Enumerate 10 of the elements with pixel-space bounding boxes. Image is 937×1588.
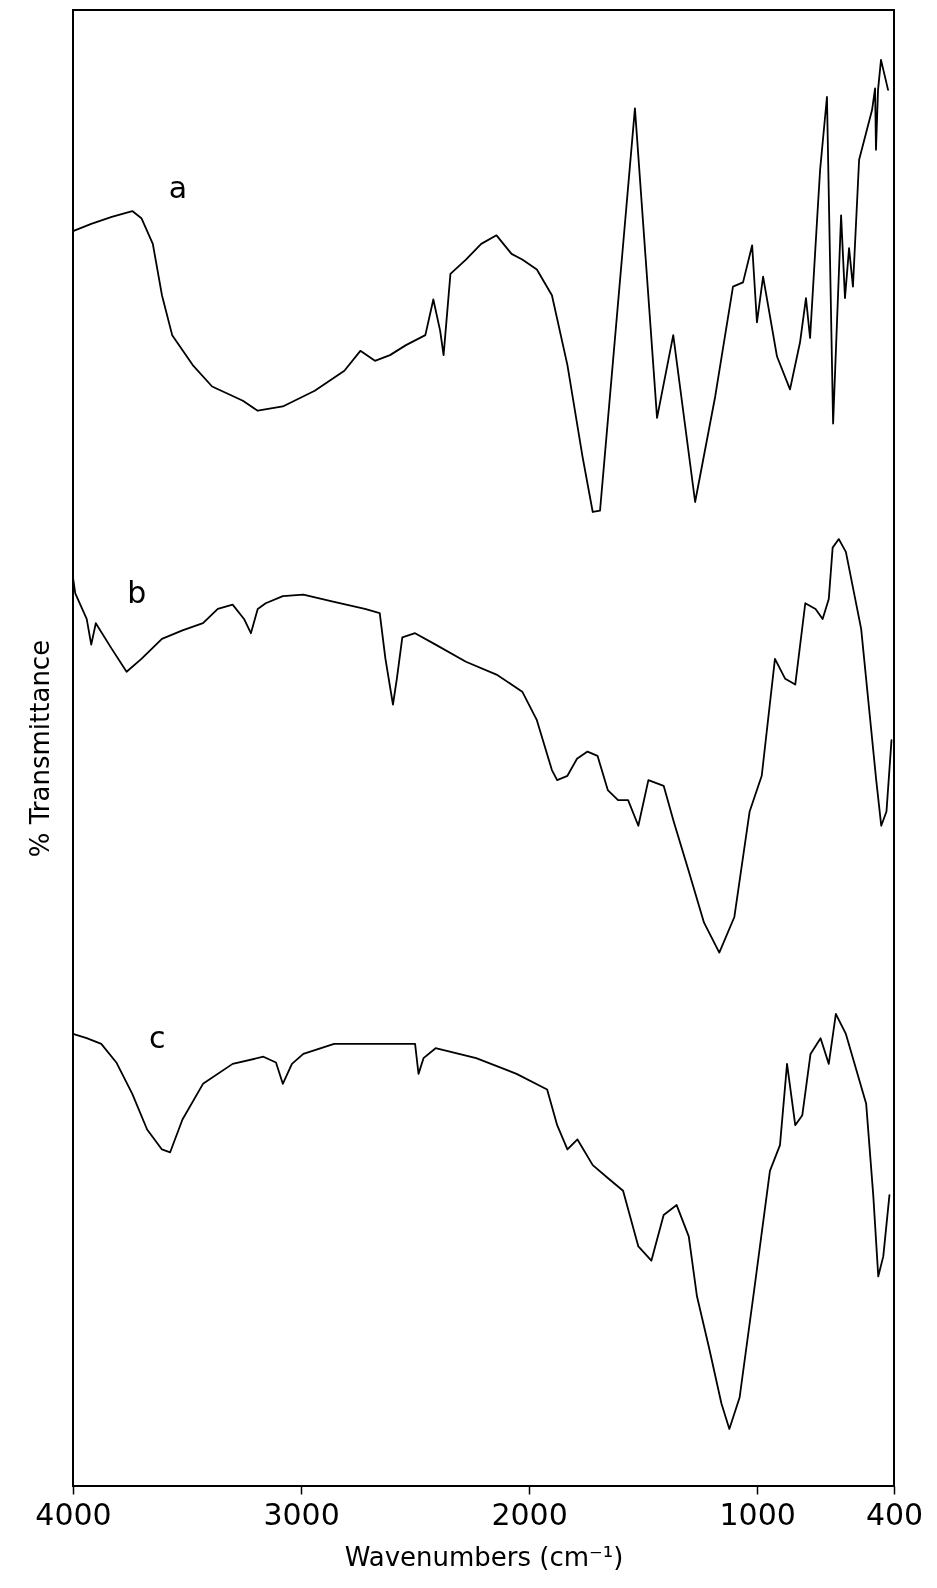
x-tick-label: 1000 [719, 1496, 796, 1532]
series-label: b [127, 574, 147, 610]
series-label: c [149, 1019, 166, 1055]
x-axis-title: Wavenumbers (cm⁻¹) [344, 1541, 624, 1572]
x-tick-label: 3000 [263, 1496, 340, 1532]
x-tick-label: 4000 [35, 1496, 112, 1532]
y-axis-title: % Transmittance [24, 639, 55, 858]
series-label: a [168, 169, 188, 205]
x-tick-label: 400 [865, 1496, 924, 1532]
x-tick-label: 2000 [491, 1496, 568, 1532]
